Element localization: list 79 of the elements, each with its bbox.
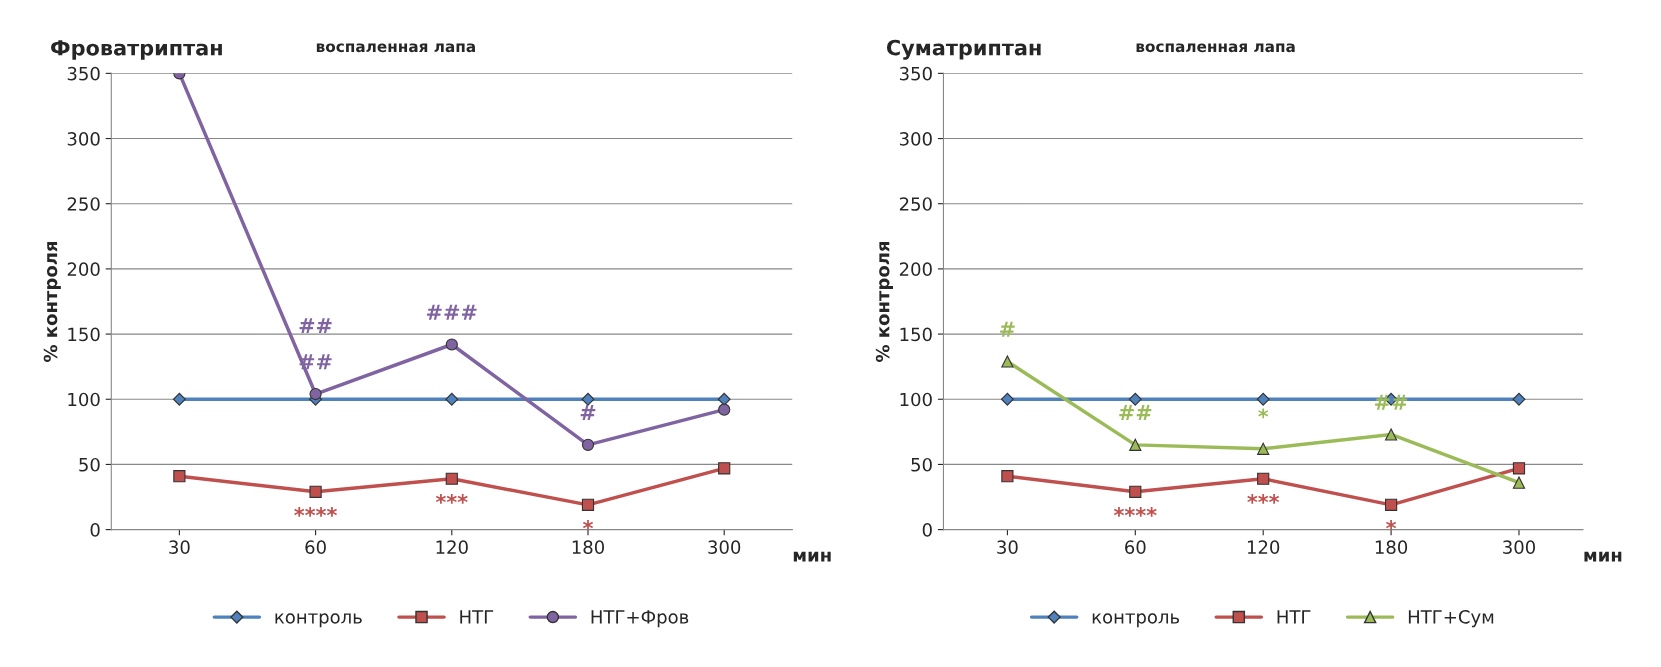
point xyxy=(445,338,458,351)
y-tick-label: 300 xyxy=(67,132,100,146)
point xyxy=(1000,392,1014,406)
y-tick-label: 300 xyxy=(899,132,932,146)
legend-label: НТГ xyxy=(1277,610,1311,624)
point xyxy=(309,387,322,401)
x-tick-label: 120 xyxy=(436,540,468,554)
annotation: * xyxy=(582,520,594,530)
chart-title: Суматриптан xyxy=(886,39,1041,60)
point xyxy=(1129,438,1142,451)
y-tick-label: 250 xyxy=(899,197,932,211)
point xyxy=(309,485,322,498)
y-tick-label: 200 xyxy=(899,262,932,277)
legend-label: контроль xyxy=(1092,613,1180,628)
legend-label: НТГ+Сум xyxy=(1408,610,1494,628)
annotation: ### xyxy=(427,304,477,320)
y-tick-label: 100 xyxy=(68,392,100,407)
annotation: ## xyxy=(1119,405,1152,421)
point xyxy=(1384,498,1398,511)
annotation: # xyxy=(580,405,596,421)
annotation: **** xyxy=(294,507,337,517)
point xyxy=(581,438,595,451)
x-tick-label: 60 xyxy=(305,540,326,554)
point xyxy=(1512,392,1526,406)
y-tick-label: 350 xyxy=(899,66,932,81)
x-tick-label: 60 xyxy=(1125,540,1146,554)
point xyxy=(445,392,459,406)
point xyxy=(717,392,731,406)
x-tick-label: 180 xyxy=(1375,540,1408,554)
legend-label: НТГ xyxy=(460,610,494,624)
point xyxy=(718,403,731,416)
y-tick-label: 150 xyxy=(900,327,932,342)
y-tick-label: 100 xyxy=(900,392,932,407)
point xyxy=(172,392,186,406)
annotation: # xyxy=(1000,321,1015,337)
point xyxy=(581,392,595,406)
x-tick-label: 180 xyxy=(572,540,605,554)
annotation: * xyxy=(1258,408,1269,419)
annotation: ## xyxy=(299,318,332,334)
point xyxy=(1512,476,1526,489)
x-axis-title: мин xyxy=(1584,551,1622,562)
x-tick-label: 30 xyxy=(169,540,190,554)
point xyxy=(1384,428,1398,441)
y-tick-label: 50 xyxy=(911,457,932,472)
y-tick-label: 0 xyxy=(90,523,100,537)
point xyxy=(718,462,731,475)
annotation: **** xyxy=(1113,507,1157,517)
point xyxy=(1001,470,1014,483)
y-tick-label: 350 xyxy=(67,66,100,81)
point xyxy=(1256,392,1270,406)
y-tick-label: 250 xyxy=(67,197,100,211)
y-tick-label: 50 xyxy=(79,457,100,472)
x-tick-label: 300 xyxy=(708,540,741,554)
point xyxy=(1257,442,1270,455)
chart-subtitle: воспаленная лапа xyxy=(1136,43,1295,53)
point xyxy=(1001,355,1014,368)
y-tick-label: 200 xyxy=(67,262,100,277)
point xyxy=(1128,392,1142,406)
chart-title: Фроватриптан xyxy=(51,40,222,60)
point xyxy=(1257,472,1270,485)
y-tick-label: 150 xyxy=(68,327,100,342)
legend-label: НТГ+Фров xyxy=(591,610,689,628)
y-axis-title: % контроля xyxy=(43,241,61,362)
legend-label: контроль xyxy=(275,613,362,628)
point xyxy=(173,470,186,483)
y-axis-title: % контроля xyxy=(875,241,894,362)
point xyxy=(1129,485,1142,498)
y-tick-label: 0 xyxy=(922,523,932,537)
x-tick-label: 30 xyxy=(997,540,1018,554)
point xyxy=(1512,462,1526,475)
annotation: * xyxy=(1386,520,1397,530)
x-tick-label: 300 xyxy=(1503,540,1536,554)
annotation: *** xyxy=(435,494,468,504)
x-axis-title: мин xyxy=(793,551,831,562)
annotation: *** xyxy=(1247,494,1280,504)
point xyxy=(445,472,458,485)
point xyxy=(581,498,595,511)
x-tick-label: 120 xyxy=(1247,540,1280,554)
chart-subtitle: воспаленная лапа xyxy=(316,43,475,53)
